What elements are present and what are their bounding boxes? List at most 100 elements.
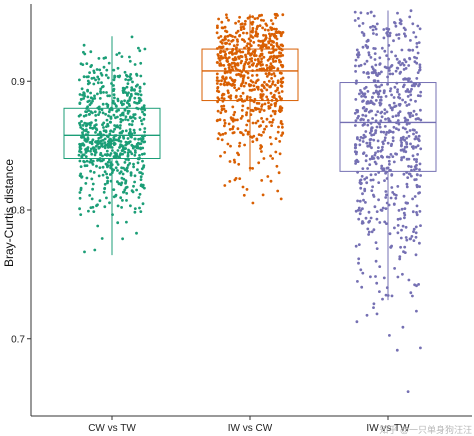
- data-point: [106, 105, 110, 108]
- data-point: [403, 207, 407, 211]
- jitter-points: [77, 9, 423, 393]
- data-point: [396, 88, 399, 91]
- data-point: [379, 111, 383, 115]
- data-point: [78, 102, 82, 105]
- data-point: [374, 129, 378, 133]
- y-tick-label: 0.9: [11, 77, 25, 88]
- data-point: [356, 55, 360, 59]
- data-point: [228, 51, 231, 55]
- data-point: [133, 174, 137, 178]
- data-point: [361, 192, 364, 196]
- data-point: [260, 133, 263, 137]
- data-point: [134, 92, 138, 96]
- data-point: [269, 154, 272, 158]
- data-point: [85, 62, 89, 65]
- data-point: [116, 115, 119, 119]
- data-point: [417, 283, 420, 286]
- data-point: [367, 230, 371, 234]
- data-point: [137, 101, 141, 104]
- data-point: [252, 41, 256, 44]
- data-point: [84, 155, 88, 159]
- data-point: [375, 125, 379, 129]
- data-point: [354, 152, 358, 156]
- data-point: [372, 91, 376, 95]
- data-point: [370, 129, 373, 133]
- data-point: [139, 61, 143, 65]
- data-point: [112, 195, 116, 199]
- data-point: [408, 129, 412, 132]
- data-point: [251, 201, 255, 205]
- data-point: [402, 77, 405, 81]
- data-point: [139, 175, 143, 179]
- data-point: [354, 144, 357, 148]
- data-point: [218, 45, 221, 49]
- data-point: [418, 82, 421, 86]
- data-point: [124, 147, 128, 150]
- data-point: [278, 140, 282, 143]
- data-point: [141, 202, 145, 206]
- data-point: [363, 87, 366, 90]
- data-point: [416, 137, 419, 141]
- data-point: [397, 93, 401, 96]
- data-point: [392, 101, 396, 105]
- data-point: [258, 54, 262, 58]
- data-point: [139, 146, 142, 150]
- data-point: [375, 33, 378, 36]
- data-point: [272, 93, 276, 97]
- data-point: [382, 167, 386, 171]
- data-point: [234, 177, 238, 180]
- data-point: [378, 72, 381, 76]
- data-point: [222, 93, 226, 96]
- data-point: [128, 162, 132, 165]
- data-point: [107, 114, 110, 118]
- data-point: [91, 182, 95, 186]
- data-point: [262, 109, 266, 112]
- data-point: [126, 82, 130, 85]
- data-point: [396, 224, 400, 227]
- data-point: [375, 73, 378, 77]
- data-point: [273, 104, 277, 108]
- data-point: [250, 136, 254, 139]
- data-point: [274, 30, 278, 34]
- data-point: [110, 146, 114, 149]
- data-point: [85, 138, 89, 142]
- data-point: [373, 79, 377, 83]
- data-point: [371, 28, 375, 32]
- data-point: [248, 96, 252, 99]
- data-point: [138, 86, 142, 90]
- data-point: [126, 137, 130, 140]
- data-point: [128, 104, 132, 108]
- data-point: [398, 72, 402, 75]
- data-point: [246, 95, 249, 99]
- data-point: [400, 228, 403, 232]
- data-point: [267, 79, 271, 83]
- data-point: [272, 55, 276, 59]
- data-point: [411, 22, 415, 26]
- data-point: [136, 161, 140, 165]
- data-point: [129, 173, 133, 177]
- data-point: [253, 53, 256, 57]
- data-point: [244, 53, 247, 57]
- data-point: [88, 81, 91, 85]
- data-point: [270, 32, 274, 36]
- data-point: [384, 196, 388, 199]
- data-point: [96, 75, 100, 79]
- data-point: [379, 149, 383, 153]
- data-point: [261, 93, 265, 96]
- data-point: [382, 28, 386, 31]
- data-point: [227, 39, 230, 42]
- data-point: [135, 146, 139, 150]
- data-point: [85, 176, 89, 180]
- data-point: [215, 76, 219, 80]
- data-point: [360, 285, 364, 289]
- data-point: [278, 95, 281, 98]
- data-point: [237, 55, 240, 59]
- data-point: [412, 31, 416, 34]
- data-point: [412, 82, 416, 86]
- data-point: [124, 181, 127, 185]
- data-point: [216, 118, 220, 122]
- data-point: [245, 123, 249, 127]
- data-point: [252, 84, 256, 88]
- data-point: [279, 120, 283, 123]
- data-point: [371, 117, 374, 120]
